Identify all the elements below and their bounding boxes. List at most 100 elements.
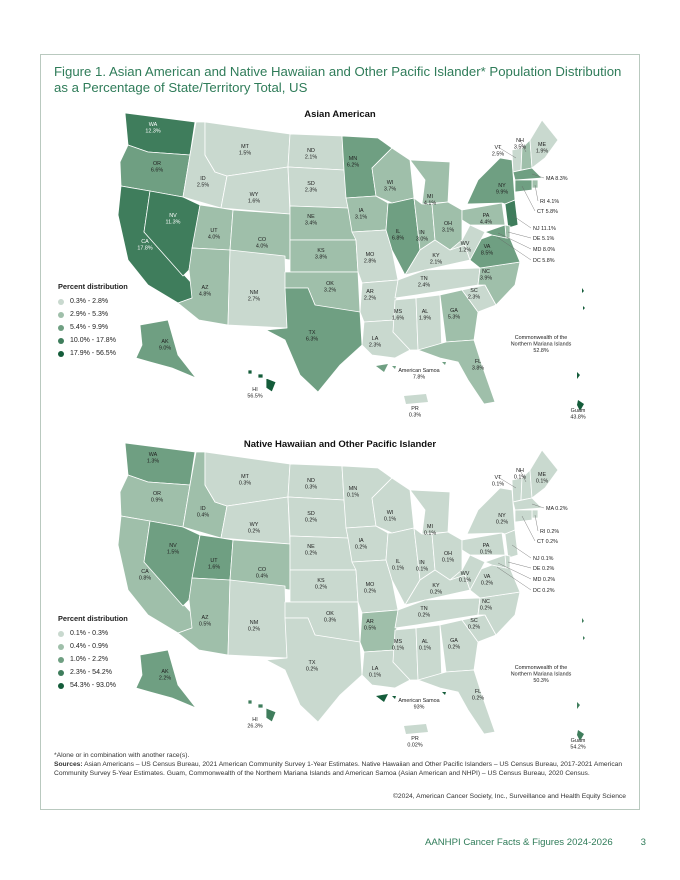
callout-dc: DC 5.8%	[533, 258, 555, 264]
legend-swatch	[58, 350, 64, 357]
callout-dc: DC 0.2%	[533, 588, 555, 594]
state-md	[484, 224, 507, 239]
state-value-pa: 0.1%	[480, 549, 492, 555]
pr-value: 0.02%	[407, 742, 422, 748]
callout-code-vt: VT	[495, 475, 503, 481]
state-code-mi: MI	[427, 524, 433, 530]
state-code-id: ID	[200, 506, 205, 512]
state-ri	[531, 179, 539, 189]
state-value-co: 0.4%	[256, 573, 268, 579]
state-code-nd: ND	[307, 148, 315, 154]
state-value-ca: 17.8%	[137, 245, 152, 251]
state-code-la: LA	[372, 336, 379, 342]
legend-nhpi: Percent distribution 0.1% - 0.3% 0.4% - 0…	[58, 614, 128, 692]
guam-island	[577, 730, 584, 741]
legend-label: 5.4% - 9.9%	[70, 324, 109, 331]
callout-leader-de	[507, 561, 532, 569]
state-code-ms: MS	[394, 639, 402, 645]
cnmi-island	[582, 288, 584, 293]
state-nm	[227, 249, 288, 329]
state-pa	[461, 532, 506, 556]
state-code-oh: OH	[444, 221, 452, 227]
state-labels: WA1.3%OR0.9%CA0.8%NV1.5%ID0.4%MT0.3%WY0.…	[139, 452, 508, 729]
state-value-nv: 1.5%	[167, 549, 179, 555]
state-ct	[514, 179, 533, 193]
legend-item: 5.4% - 9.9%	[58, 321, 128, 334]
state-code-tx: TX	[309, 330, 316, 336]
sources-label: Sources:	[54, 761, 83, 768]
state-code-sd: SD	[307, 181, 315, 187]
legend-swatch	[58, 311, 64, 318]
page-number: 3	[640, 837, 646, 848]
state-code-ca: CA	[141, 569, 149, 575]
state-value-wv: 1.2%	[459, 247, 471, 253]
state-tx	[265, 287, 363, 393]
state-mi	[409, 489, 451, 535]
state-value-ga: 5.3%	[448, 314, 460, 320]
guam-name: Guam	[571, 738, 586, 744]
pr-island	[404, 394, 428, 404]
state-code-nm: NM	[250, 620, 259, 626]
pr-name: PR	[411, 736, 419, 742]
sources-text: Asian Americans – US Census Bureau, 2021…	[54, 761, 623, 777]
state-code-ia: IA	[358, 538, 363, 544]
state-code-ar: AR	[366, 619, 374, 625]
cnmi-name: Northern Mariana Islands	[511, 341, 572, 347]
callout-value-vt: 2.5%	[492, 151, 504, 157]
callout-code-me: ME	[538, 142, 546, 148]
state-ak	[135, 649, 197, 709]
callout-code-me: ME	[538, 472, 546, 478]
state-value-nm: 2.7%	[248, 296, 260, 302]
cnmi-island	[583, 306, 585, 310]
map-heading-asian: Asian American	[304, 109, 376, 120]
state-code-sd: SD	[307, 511, 315, 517]
state-value-ok: 0.3%	[324, 617, 336, 623]
state-fl	[417, 669, 496, 735]
state-value-hi: 26.3%	[247, 723, 262, 729]
state-value-la: 2.3%	[369, 342, 381, 348]
samoa-island	[442, 692, 446, 695]
state-labels: WA12.3%OR6.6%CA17.8%NV11.3%ID2.5%MT1.5%W…	[137, 122, 508, 399]
state-value-ok: 3.2%	[324, 287, 336, 293]
callout-ri: RI 4.1%	[540, 199, 559, 205]
state-nd	[287, 463, 345, 501]
legend-item: 0.1% - 0.3%	[58, 627, 128, 640]
state-code-ok: OK	[326, 281, 334, 287]
state-ms	[392, 297, 419, 351]
legend-title: Percent distribution	[58, 282, 128, 291]
state-code-wv: WV	[461, 571, 470, 577]
state-code-fl: FL	[475, 359, 481, 365]
page-footer: AANHPI Cancer Facts & Figures 2024-2026 3	[425, 837, 646, 848]
state-vt	[511, 147, 523, 173]
state-ri	[531, 509, 539, 519]
state-sd	[287, 496, 349, 539]
state-code-nm: NM	[250, 290, 259, 296]
state-ak	[135, 319, 197, 379]
legend-label: 2.3% - 54.2%	[70, 669, 113, 676]
legend-item: 1.0% - 2.2%	[58, 653, 128, 666]
state-value-sc: 0.2%	[468, 624, 480, 630]
legend-title: Percent distribution	[58, 614, 128, 623]
state-value-ny: 0.2%	[496, 519, 508, 525]
state-value-ne: 3.4%	[305, 220, 317, 226]
map-heading-nhpi: Native Hawaiian and Other Pacific Island…	[243, 439, 437, 450]
state-code-mn: MN	[349, 486, 357, 492]
state-value-wy: 0.2%	[248, 528, 260, 534]
legend-item: 0.3% - 2.8%	[58, 295, 128, 308]
state-value-ut: 1.6%	[208, 564, 220, 570]
state-code-wa: WA	[149, 122, 158, 128]
callout-code-nh: NH	[516, 468, 524, 474]
state-vt	[511, 477, 523, 503]
state-code-la: LA	[372, 666, 379, 672]
state-value-tn: 2.4%	[418, 282, 430, 288]
state-value-nc: 3.9%	[480, 275, 492, 281]
legend-item: 0.4% - 0.9%	[58, 640, 128, 653]
state-value-or: 6.6%	[151, 167, 163, 173]
state-code-co: CO	[258, 567, 266, 573]
state-code-wy: WY	[250, 192, 259, 198]
state-value-mt: 1.5%	[239, 150, 251, 156]
state-ga	[439, 619, 479, 673]
callout-value-nh: 3.5%	[514, 144, 526, 150]
samoa-island	[442, 362, 446, 365]
legend-label: 1.0% - 2.2%	[70, 656, 109, 663]
